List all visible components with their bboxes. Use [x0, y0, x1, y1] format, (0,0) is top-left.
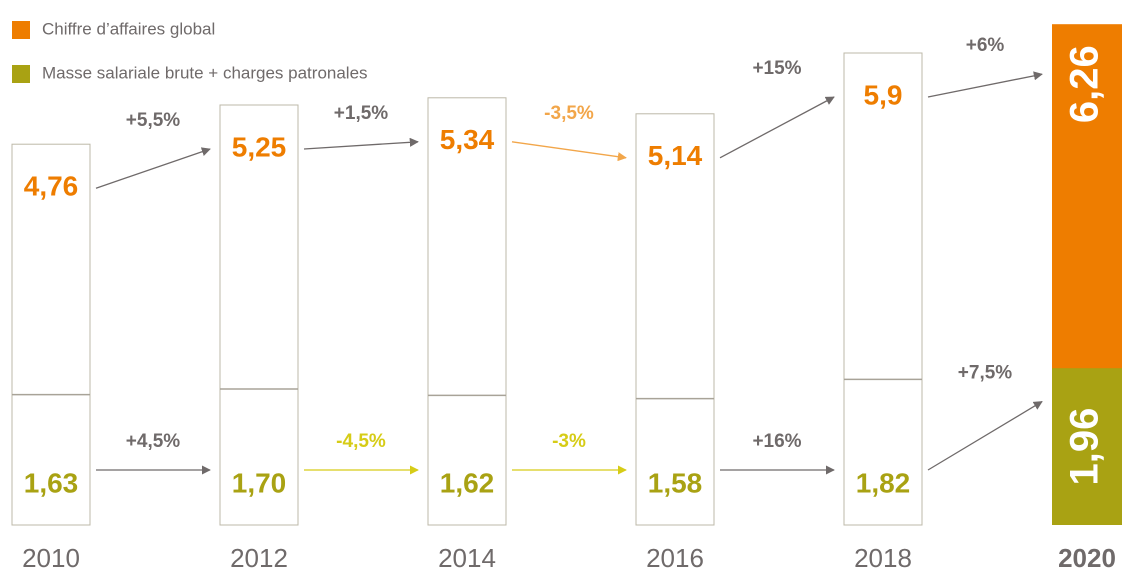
value-label: 5,14 — [648, 140, 703, 171]
change-arrow — [719, 96, 835, 159]
change-label: +6% — [966, 35, 1005, 56]
value-label: 1,70 — [232, 467, 287, 498]
legend-swatch — [12, 21, 30, 39]
value-label: 6,26 — [1063, 45, 1107, 123]
change-label: +16% — [752, 431, 801, 452]
bar — [843, 52, 923, 526]
value-label: 1,82 — [856, 467, 911, 498]
change-label: -4,5% — [336, 431, 386, 452]
value-label: 1,96 — [1063, 408, 1107, 486]
legend-label: Masse salariale brute + charges patronal… — [42, 63, 368, 82]
change-arrow — [927, 71, 1043, 98]
value-label: 4,76 — [24, 171, 79, 202]
value-label: 1,58 — [648, 467, 703, 498]
change-arrow — [927, 401, 1043, 471]
bar — [635, 113, 715, 526]
change-label: +15% — [752, 58, 801, 79]
x-tick-label: 2020 — [1058, 543, 1116, 573]
change-label: +1,5% — [334, 103, 389, 124]
change-label: -3% — [552, 431, 586, 452]
value-label: 1,62 — [440, 467, 495, 498]
x-tick-label: 2012 — [230, 543, 288, 573]
value-label: 5,25 — [232, 131, 287, 162]
change-label: -3,5% — [544, 103, 594, 124]
change-label: +4,5% — [126, 431, 181, 452]
legend-label: Chiffre d’affaires global — [42, 19, 215, 38]
x-tick-label: 2016 — [646, 543, 704, 573]
change-label: +7,5% — [958, 363, 1013, 384]
change-arrow — [303, 137, 419, 150]
x-tick-label: 2018 — [854, 543, 912, 573]
change-arrow — [511, 141, 627, 162]
value-label: 1,63 — [24, 467, 79, 498]
legend-swatch — [12, 65, 30, 83]
change-label: +5,5% — [126, 110, 181, 131]
value-label: 5,9 — [864, 79, 903, 110]
bar — [11, 143, 91, 526]
bar — [427, 97, 507, 526]
value-label: 5,34 — [440, 124, 495, 155]
x-tick-label: 2014 — [438, 543, 496, 573]
x-tick-label: 2010 — [22, 543, 80, 573]
bar — [1052, 368, 1122, 525]
bar — [219, 104, 299, 526]
change-arrow — [95, 147, 211, 189]
